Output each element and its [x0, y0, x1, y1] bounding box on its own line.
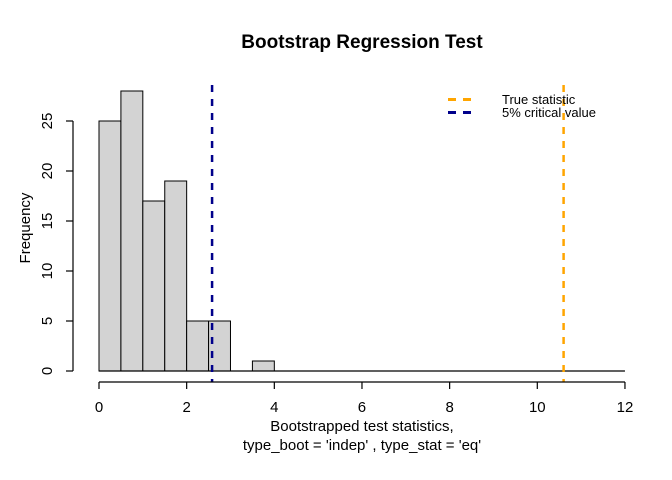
y-tick-label: 10: [39, 263, 56, 280]
legend-item-true-statistic: True statistic: [448, 93, 596, 106]
x-tick-label: 0: [95, 399, 103, 416]
x-tick-label: 10: [529, 399, 546, 416]
histogram-bar: [142, 200, 166, 372]
y-tick-label: 25: [39, 113, 56, 130]
y-tick-label: 5: [39, 317, 56, 325]
y-tick-label: 0: [39, 367, 56, 375]
legend: True statistic 5% critical value: [448, 93, 596, 119]
y-axis-label: Frequency: [17, 192, 34, 263]
legend-label: 5% critical value: [502, 105, 596, 120]
x-tick-label: 6: [358, 399, 366, 416]
orange-dashed-line-swatch: [448, 98, 478, 101]
x-axis-title-line2: type_boot = 'indep' , type_stat = 'eq': [242, 437, 482, 454]
x-axis-title: Bootstrapped test statistics, type_boot …: [52, 417, 672, 455]
x-tick-label: 4: [270, 399, 278, 416]
histogram-bar: [98, 120, 122, 372]
x-tick-label: 8: [445, 399, 453, 416]
histogram-bar: [186, 320, 210, 372]
histogram-bar: [164, 180, 188, 372]
x-axis-title-line1: Bootstrapped test statistics,: [270, 418, 454, 435]
legend-label: True statistic: [502, 92, 576, 107]
y-tick-label: 20: [39, 163, 56, 180]
x-tick-label: 2: [182, 399, 190, 416]
chart-title: Bootstrap Regression Test: [241, 32, 483, 53]
y-tick-label: 15: [39, 213, 56, 230]
histogram-bar: [120, 90, 144, 372]
legend-item-critical-value: 5% critical value: [448, 106, 596, 119]
navy-dashed-line-swatch: [448, 111, 478, 114]
x-tick-label: 12: [617, 399, 634, 416]
histogram-bar: [251, 360, 275, 372]
